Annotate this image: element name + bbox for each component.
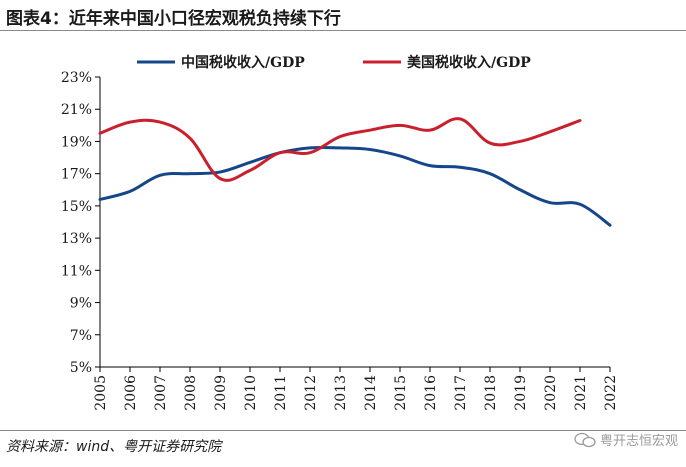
chat-bubble-icon [574,432,596,447]
x-tick-label: 2012 [303,375,319,411]
x-tick-label: 2011 [273,375,289,411]
source-rule [0,430,686,431]
x-tick-label: 2017 [453,375,469,411]
axes-layer: 5% 7% 9% 11% 13% 15% 17% 19% 21% 23% 2005 2006 2007 2… [61,70,619,411]
x-tick-label: 2016 [423,375,439,411]
x-tick-label: 2005 [93,375,109,411]
source-note: 资料来源：wind、粤开证券研究院 [6,439,222,455]
us-tax-gdp-line [98,117,582,182]
x-tick-label: 2006 [123,375,139,411]
legend: 中国税收收入/GDP 美国税收收入/GDP [137,54,531,71]
y-tick-label: 15% [61,199,92,215]
y-tick-label: 11% [61,263,92,279]
y-tick-label: 7% [70,328,92,344]
watermark: 粤开志恒宏观 [574,430,678,449]
x-tick-label: 2021 [573,375,589,411]
x-tick-label: 2008 [183,375,199,411]
page-title: 图表4：近年来中国小口径宏观税负持续下行 [6,9,341,29]
x-tick-label: 2007 [153,375,169,411]
y-tick-label: 17% [61,167,92,183]
x-tick-label: 2018 [483,375,499,411]
x-tick-label: 2010 [243,375,259,411]
y-tick-label: 5% [70,360,92,376]
legend-us-label: 美国税收收入/GDP [407,54,531,71]
title-rule [0,30,686,31]
x-tick-label: 2022 [603,375,619,411]
y-tick-label: 19% [61,134,92,150]
x-tick-label: 2009 [213,375,229,411]
x-tick-label: 2019 [513,375,529,411]
watermark-text: 粤开志恒宏观 [599,434,678,449]
x-tick-label: 2014 [363,375,379,411]
series-layer [98,117,612,227]
x-tick-label: 2015 [393,375,409,411]
x-tick-label: 2013 [333,375,349,411]
y-tick-label: 9% [70,296,92,312]
y-tick-label: 21% [61,102,92,118]
y-tick-label: 23% [61,70,92,86]
y-tick-label: 13% [61,231,92,247]
legend-china-label: 中国税收收入/GDP [181,54,305,71]
china-tax-gdp-line [98,145,612,227]
x-tick-label: 2020 [543,375,559,411]
